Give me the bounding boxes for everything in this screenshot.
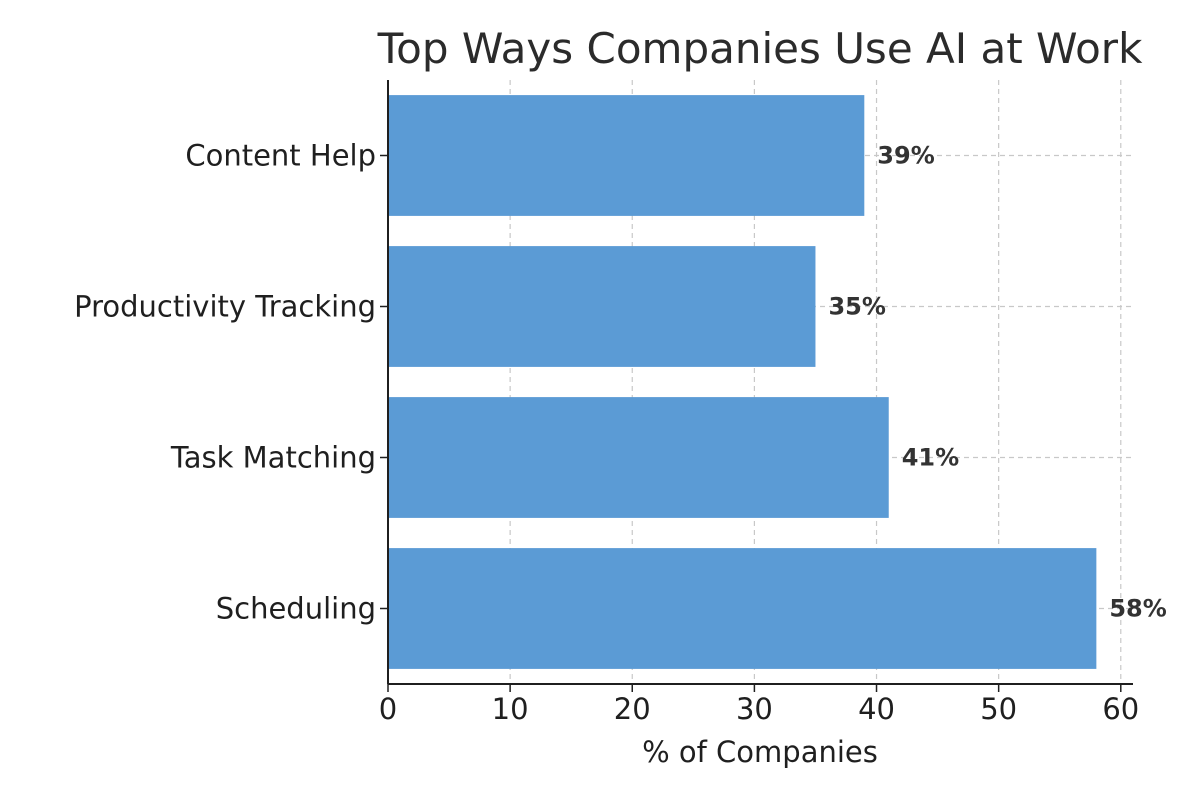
data-label: 35% [828,293,885,321]
data-label: 41% [902,444,959,472]
y-tick-label: Task Matching [170,441,376,475]
bar-productivity-tracking [388,246,815,367]
x-tick-label: 10 [492,692,529,726]
x-tick-label: 20 [614,692,651,726]
x-tick-label: 60 [1102,692,1139,726]
x-axis-label: % of Companies [642,735,878,769]
bar-task-matching [388,397,889,518]
y-tick-label: Content Help [185,139,376,173]
x-tick-label: 40 [858,692,895,726]
bars-layer [388,95,1096,669]
data-label: 39% [877,142,934,170]
x-tick-label: 0 [379,692,397,726]
bar-content-help [388,95,864,216]
x-tick-label: 30 [736,692,773,726]
data-label: 58% [1109,595,1166,623]
y-tick-label: Scheduling [216,592,376,626]
x-tick-label: 50 [980,692,1017,726]
bar-scheduling [388,548,1096,669]
chart-title: Top Ways Companies Use AI at Work [377,24,1143,73]
y-tick-label: Productivity Tracking [74,290,376,324]
